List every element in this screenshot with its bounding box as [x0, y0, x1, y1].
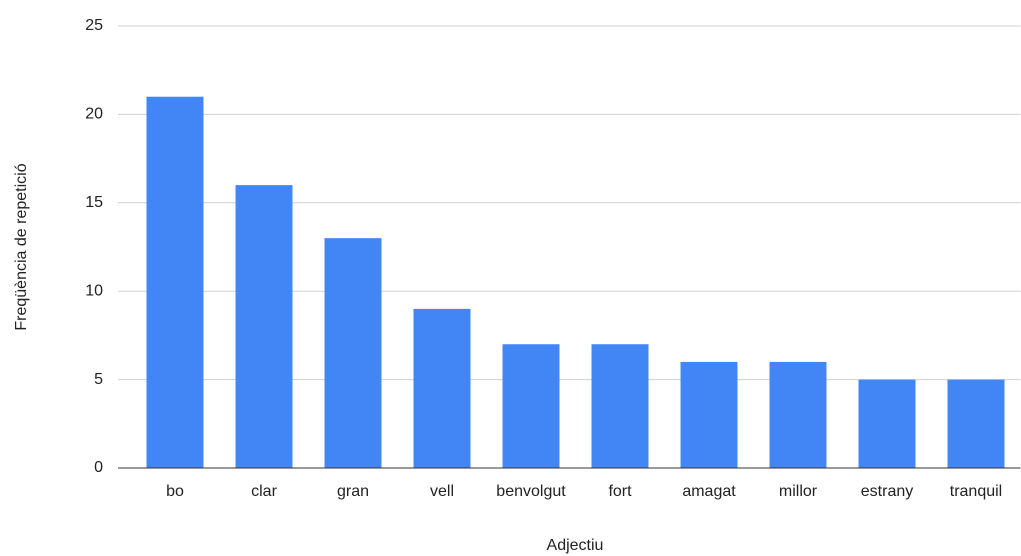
- y-tick-label: 25: [85, 17, 103, 34]
- bar: [502, 344, 560, 468]
- bar: [235, 185, 293, 468]
- x-tick-label: clar: [251, 483, 277, 500]
- x-tick-label: benvolgut: [496, 483, 566, 500]
- y-axis-label: Freqüència de repetició: [13, 163, 30, 330]
- bar: [947, 379, 1005, 468]
- bar: [413, 308, 471, 468]
- x-tick-label: tranquil: [950, 483, 1002, 500]
- bar: [591, 344, 649, 468]
- x-tick-label: millor: [779, 483, 818, 500]
- bar: [858, 379, 916, 468]
- x-tick-label: fort: [608, 483, 632, 500]
- y-tick-label: 15: [85, 194, 103, 211]
- x-axis-label: Adjectiu: [547, 537, 604, 554]
- y-tick-label: 20: [85, 106, 103, 123]
- x-tick-label: amagat: [682, 483, 736, 500]
- x-tick-label: vell: [430, 483, 454, 500]
- y-tick-label: 10: [85, 282, 103, 299]
- y-tick-label: 5: [94, 371, 103, 388]
- bar: [146, 96, 204, 468]
- y-tick-label: 0: [94, 459, 103, 476]
- x-tick-label: bo: [166, 483, 184, 500]
- x-tick-label: estrany: [861, 483, 913, 500]
- bar: [769, 361, 827, 468]
- bar: [680, 361, 738, 468]
- x-tick-label: gran: [337, 483, 369, 500]
- bar: [324, 238, 382, 468]
